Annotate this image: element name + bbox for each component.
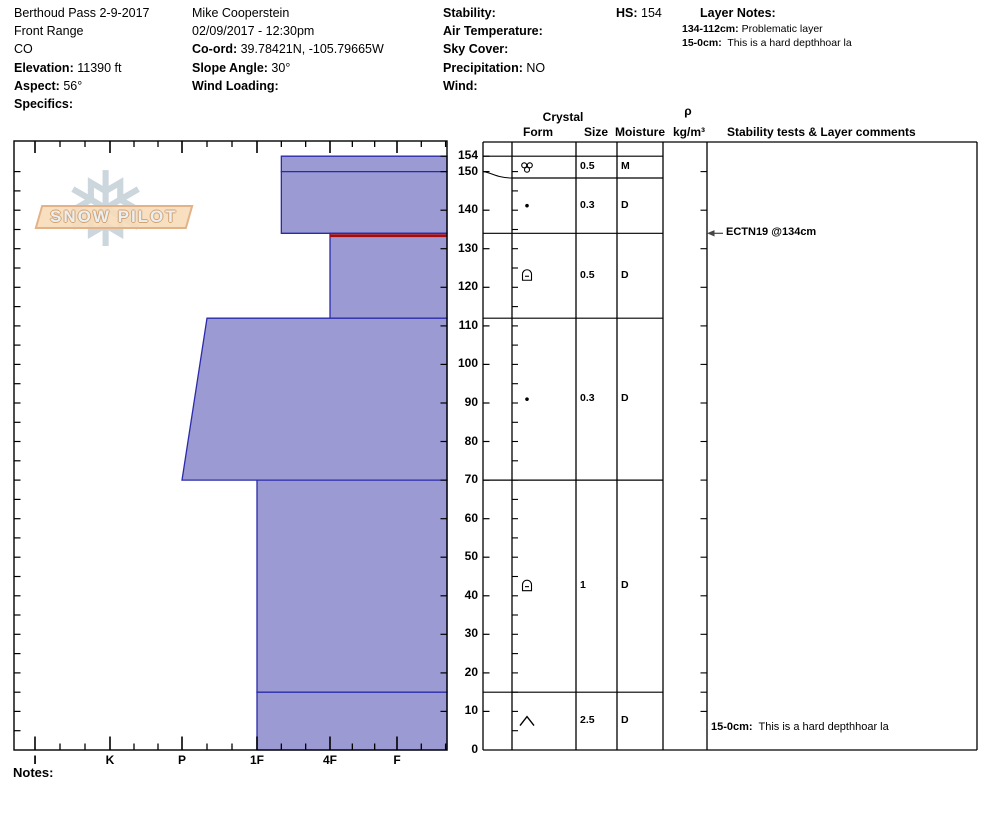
depth-label-90: 90 — [464, 395, 478, 409]
grain-symbol-depth-hoar — [519, 715, 535, 727]
pit-range: Front Range — [14, 24, 84, 39]
observation-datetime: 02/09/2017 - 12:30pm — [192, 24, 315, 39]
grain-symbol-facets — [521, 269, 533, 281]
hardness-label-P: P — [177, 752, 187, 767]
depth-label-110: 110 — [458, 317, 478, 332]
moisture-value: D — [621, 392, 629, 405]
pit-state: CO — [14, 42, 33, 57]
layer-notes-title: Layer Notes: — [700, 6, 776, 20]
column-header-form: Form — [523, 124, 553, 139]
bottom-layer-comment-range: 15-0cm: — [711, 721, 753, 733]
grain-symbol-rounded-grains — [525, 397, 529, 401]
chart-frame — [13, 140, 448, 751]
row-leader-squiggle — [482, 171, 513, 179]
layer-notes-list: 134-112cm: Problematic layer 15-0cm: Thi… — [682, 23, 852, 50]
pit-specifics: Specifics: — [14, 97, 74, 112]
ect-arrow-icon — [707, 230, 723, 237]
moisture-value: D — [621, 198, 629, 211]
notes-label: Notes: — [13, 765, 54, 780]
column-header-stability-comments: Stability tests & Layer comments — [727, 124, 916, 139]
pit-aspect: Aspect: 56° — [14, 78, 83, 93]
depth-label-150: 150 — [457, 163, 478, 178]
column-header-density-units: kg/m³ — [672, 124, 706, 139]
sky-cover-field: Sky Cover: — [443, 42, 509, 57]
bottom-layer-comment: 15-0cm: This is a hard depthhoar la — [711, 721, 889, 733]
header-location-column: Berthoud Pass 2-9-2017 Front Range CO El… — [14, 4, 150, 113]
depth-label-130: 130 — [457, 240, 478, 255]
grain-symbol-melt-cluster — [521, 162, 533, 173]
hardness-label-F: F — [393, 752, 401, 767]
depth-label-60: 60 — [464, 510, 478, 525]
precipitation-field: Precipitation: NO — [443, 60, 546, 75]
observer-name: Mike Cooperstein — [192, 6, 290, 20]
stability-field: Stability: — [443, 6, 496, 20]
bottom-layer-comment-text: This is a hard depthhoar la — [752, 721, 889, 733]
depth-label-0: 0 — [471, 742, 478, 756]
hardness-label-I: I — [33, 752, 37, 767]
header-observer-column: Mike Cooperstein 02/09/2017 - 12:30pm Co… — [192, 4, 384, 95]
moisture-value: D — [621, 268, 629, 281]
header-conditions-column: Stability: Air Temperature: Sky Cover: P… — [443, 4, 545, 95]
stability-test-result: ECTN19 @134cm — [726, 226, 817, 239]
pit-elevation: Elevation: 11390 ft — [14, 60, 122, 75]
depth-label-10: 10 — [464, 703, 478, 718]
moisture-value: D — [621, 579, 629, 592]
wind-field: Wind: — [443, 78, 478, 93]
crystal-size-value: 2.5 — [580, 714, 595, 727]
depth-label-120: 120 — [457, 279, 478, 294]
grain-symbol-facets — [521, 579, 533, 592]
depth-label-20: 20 — [464, 664, 478, 679]
depth-label-140: 140 — [457, 202, 478, 217]
depth-label-154: 154 — [457, 148, 478, 163]
column-header-size: Size — [583, 124, 609, 139]
depth-label-100: 100 — [457, 356, 478, 371]
pit-title: Berthoud Pass 2-9-2017 — [14, 6, 150, 20]
wind-loading: Wind Loading: — [192, 78, 279, 93]
slope-angle: Slope Angle: 30° — [192, 60, 291, 75]
hardness-label-1F: 1F — [249, 752, 265, 767]
column-header-moisture: Moisture — [614, 124, 666, 139]
crystal-size-value: 0.3 — [580, 198, 595, 211]
air-temperature-field: Air Temperature: — [443, 24, 543, 39]
depth-label-70: 70 — [464, 472, 478, 487]
grain-symbol-rounded-grains — [525, 203, 529, 208]
coordinates: Co-ord: 39.78421N, -105.79665W — [192, 42, 384, 57]
depth-label-40: 40 — [464, 587, 478, 602]
flagged-layer-line — [330, 234, 447, 238]
hardness-label-4F: 4F — [322, 752, 338, 767]
column-header-crystal: Crystal — [542, 110, 584, 124]
snow-height-field: HS: 154 — [616, 6, 662, 20]
crystal-size-value: 0.5 — [580, 268, 595, 281]
crystal-size-value: 1 — [580, 579, 586, 592]
depth-label-30: 30 — [464, 626, 478, 641]
depth-label-80: 80 — [464, 433, 478, 448]
column-header-density: ρ — [684, 104, 692, 118]
depth-label-50: 50 — [464, 549, 478, 564]
crystal-size-value: 0.5 — [580, 160, 595, 173]
layer-note: 15-0cm: This is a hard depthhoar la — [682, 36, 852, 49]
hardness-label-K: K — [105, 752, 115, 767]
crystal-size-value: 0.3 — [580, 392, 595, 405]
layer-note: 134-112cm: Problematic layer — [682, 23, 823, 35]
moisture-value: D — [621, 714, 629, 727]
moisture-value: M — [621, 160, 630, 173]
